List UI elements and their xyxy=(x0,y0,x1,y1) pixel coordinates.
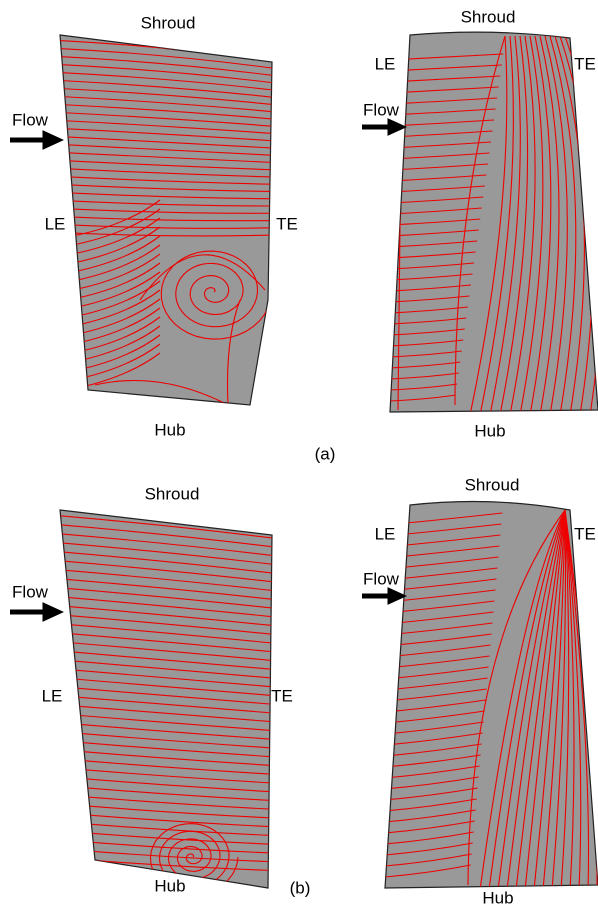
te-label: TE xyxy=(574,524,596,543)
te-label: TE xyxy=(276,214,298,233)
flow-arrow xyxy=(362,591,401,601)
hub-label: Hub xyxy=(482,888,513,907)
shroud-label: Shroud xyxy=(461,7,516,26)
shroud-label: Shroud xyxy=(141,13,196,32)
panel-label: (a) xyxy=(315,444,336,463)
figure: Shroud Hub LE TE Flow Shroud Hub LE TE F… xyxy=(0,0,598,909)
shroud-label: Shroud xyxy=(465,475,520,494)
hub-label: Hub xyxy=(154,420,185,439)
te-label: TE xyxy=(574,54,596,73)
le-label: LE xyxy=(375,54,396,73)
panel-label: (b) xyxy=(290,878,311,897)
le-label: LE xyxy=(375,524,396,543)
flow-arrow xyxy=(10,606,58,618)
le-label: LE xyxy=(42,686,63,705)
shroud-label: Shroud xyxy=(145,484,200,503)
hub-label: Hub xyxy=(474,421,505,440)
flow-label: Flow xyxy=(363,569,400,588)
flow-label: Flow xyxy=(12,582,49,601)
te-label: TE xyxy=(271,686,293,705)
flow-label: Flow xyxy=(363,100,400,119)
flow-arrow xyxy=(10,134,58,146)
le-label: LE xyxy=(45,214,66,233)
flow-arrow xyxy=(362,122,401,132)
hub-label: Hub xyxy=(154,876,185,895)
flow-label: Flow xyxy=(12,110,49,129)
